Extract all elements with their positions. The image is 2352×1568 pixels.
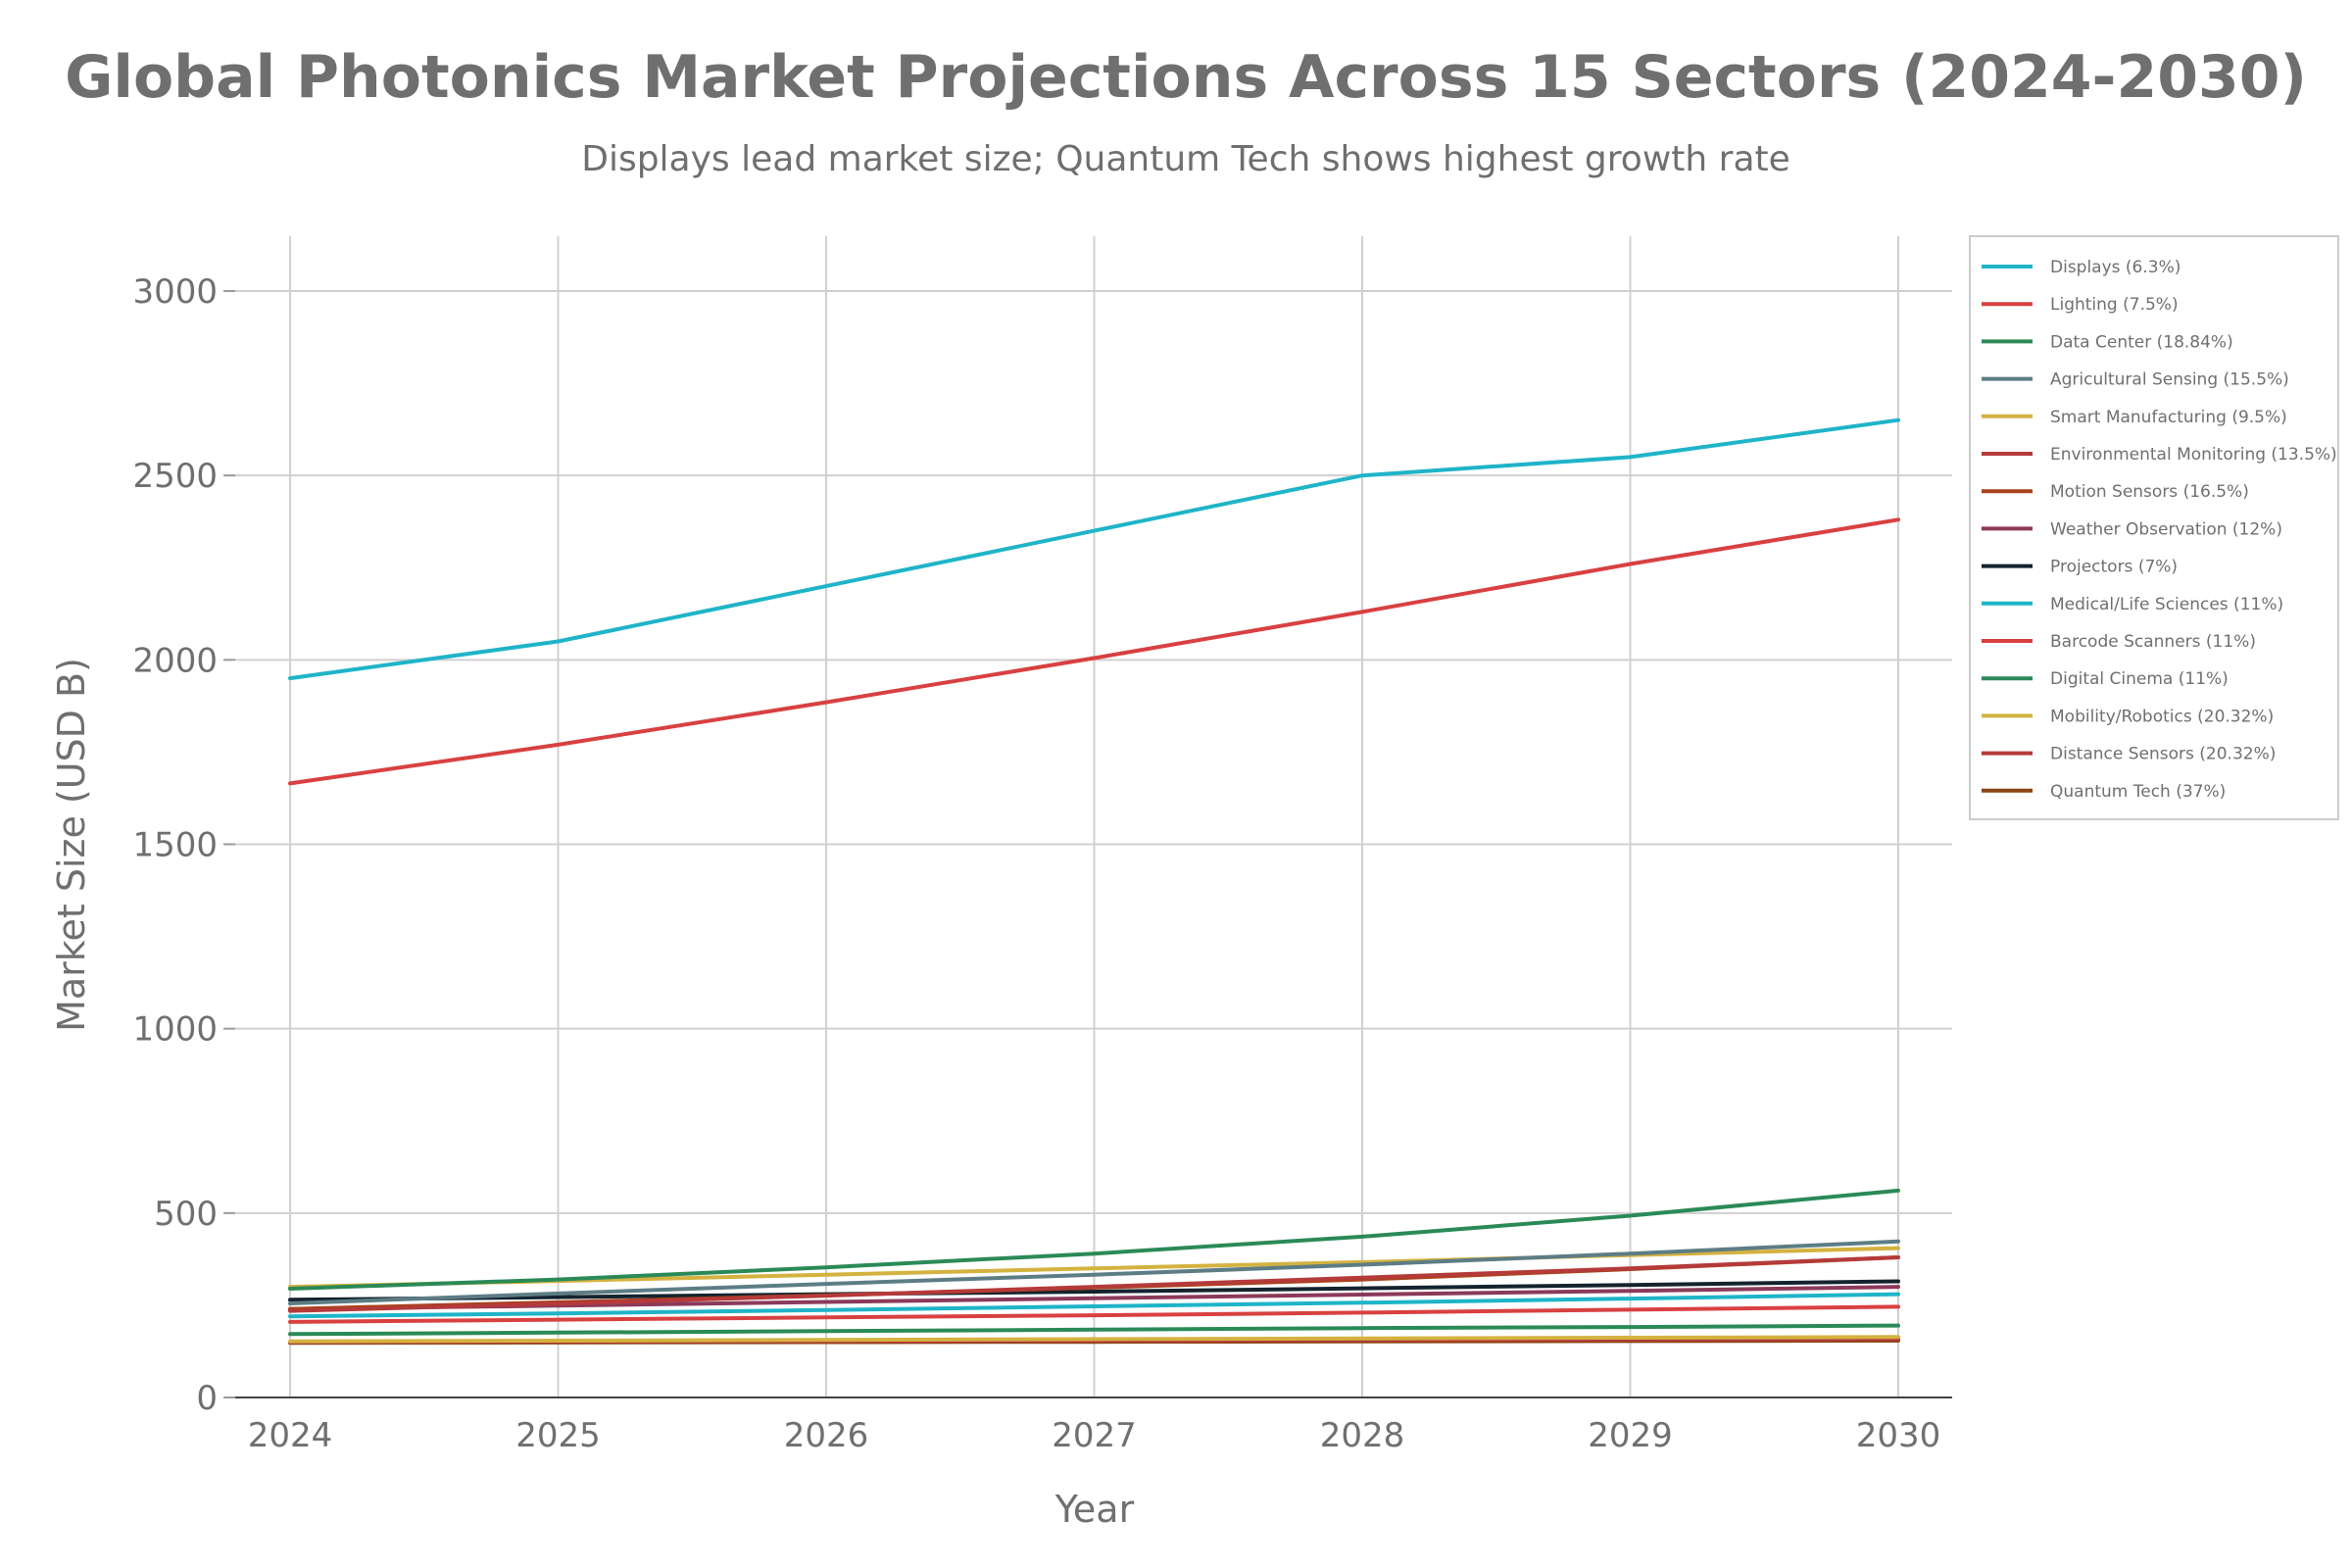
y-tick-label: 1500: [132, 826, 218, 865]
legend: Displays (6.3%) Lighting (7.5%) Data Cente…: [1969, 235, 2339, 820]
series-line: [288, 517, 1900, 786]
legend-label: Displays (6.3%): [2050, 258, 2180, 277]
x-tick-label: 2030: [1856, 1416, 1941, 1455]
x-tick-label: 2029: [1588, 1416, 1673, 1455]
y-tick-label: 500: [154, 1195, 218, 1234]
series-line: [288, 1304, 1900, 1324]
legend-label: Lighting (7.5%): [2050, 295, 2179, 315]
legend-label: Digital Cinema (11%): [2050, 669, 2229, 689]
x-tick-label: 2026: [784, 1416, 869, 1455]
legend-label: Motion Sensors (16.5%): [2050, 482, 2249, 502]
x-axis-title: Year: [1054, 1488, 1135, 1531]
legend-label: Barcode Scanners (11%): [2050, 632, 2256, 652]
legend-label: Data Center (18.84%): [2050, 332, 2233, 352]
legend-label: Environmental Monitoring (13.5%): [2050, 445, 2337, 465]
chart-subtitle: Displays lead market size; Quantum Tech …: [581, 139, 1790, 179]
series-line: [288, 417, 1900, 681]
series-lines: [288, 417, 1900, 1346]
y-axis-title: Market Size (USD B): [50, 658, 93, 1032]
legend-label: Weather Observation (12%): [2050, 519, 2282, 539]
y-tick-label: 1000: [132, 1010, 218, 1050]
legend-label: Smart Manufacturing (9.5%): [2050, 408, 2287, 427]
legend-label: Quantum Tech (37%): [2050, 782, 2226, 802]
series-line: [288, 1335, 1900, 1344]
x-tick-label: 2028: [1320, 1416, 1405, 1455]
x-tick-label: 2024: [248, 1416, 333, 1455]
series-line: [288, 1323, 1900, 1337]
legend-label: Projectors (7%): [2050, 558, 2178, 577]
y-tick-label: 0: [196, 1379, 218, 1418]
x-tick-label: 2027: [1052, 1416, 1137, 1455]
series-line: [288, 1279, 1900, 1302]
legend-label: Agricultural Sensing (15.5%): [2050, 370, 2289, 390]
legend-label: Distance Sensors (20.32%): [2050, 745, 2276, 764]
series-line: [288, 1255, 1900, 1313]
axes: 2024 2025 2026 2027 2028 2029 2030 0 500 1000 1500…: [132, 272, 1952, 1455]
series-line: [288, 1239, 1900, 1305]
y-tick-label: 2000: [132, 641, 218, 680]
y-tick-label: 2500: [132, 457, 218, 496]
legend-label: Mobility/Robotics (20.32%): [2050, 707, 2274, 726]
series-line: [288, 1188, 1900, 1291]
y-tick-label: 3000: [132, 272, 218, 312]
series-line: [288, 1292, 1900, 1319]
legend-label: Medical/Life Sciences (11%): [2050, 595, 2283, 614]
x-tick-label: 2025: [515, 1416, 601, 1455]
grid: [235, 236, 1952, 1397]
chart-title: Global Photonics Market Projections Acro…: [65, 43, 2307, 112]
